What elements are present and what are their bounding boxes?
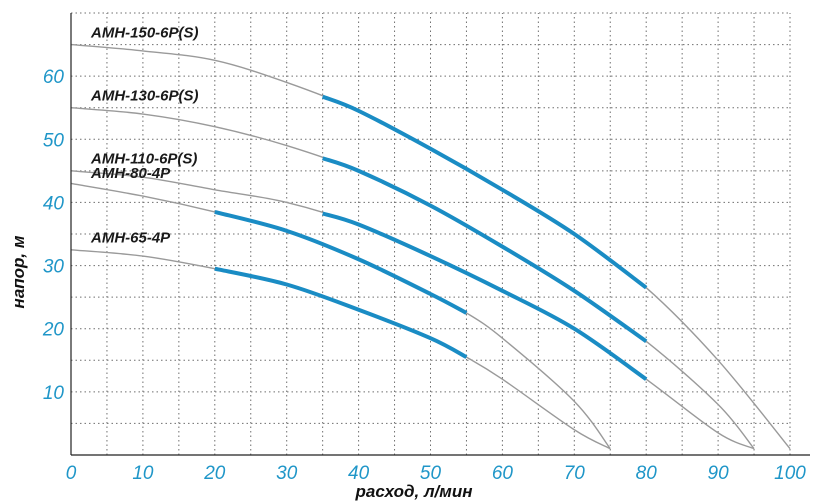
y-tick-label: 50 (43, 130, 65, 151)
x-tick-label: 20 (203, 463, 226, 484)
series-label-amh-150-6p-s: AMH-150-6P(S) (90, 24, 199, 41)
y-axis-title: напор, м (9, 235, 28, 308)
x-tick-label: 40 (348, 463, 370, 484)
series-label-amh-130-6p-s: AMH-130-6P(S) (90, 87, 199, 104)
y-tick-label: 60 (43, 67, 65, 88)
x-tick-label: 90 (708, 463, 730, 484)
x-tick-label: 10 (132, 463, 154, 484)
x-axis-title: расход, л/мин (355, 482, 473, 501)
x-tick-label: 30 (276, 463, 298, 484)
x-tick-label: 70 (564, 463, 586, 484)
curve-amh-110-6p-s (71, 171, 754, 449)
y-tick-label: 40 (43, 193, 65, 214)
x-tick-label: 50 (420, 463, 442, 484)
x-tick-label: 0 (66, 463, 77, 484)
operating-range-amh-65-4p (215, 269, 467, 357)
operating-range-amh-150-6p-s (323, 97, 647, 288)
y-tick-label: 10 (43, 383, 65, 404)
curve-amh-65-4p (71, 250, 610, 449)
x-tick-label: 100 (774, 463, 806, 484)
y-tick-label: 30 (43, 257, 65, 278)
grid (71, 13, 790, 455)
x-tick-labels: 0 10 20 30 40 50 60 70 80 90 100 (66, 463, 807, 484)
series-labels: AMH-150-6P(S)AMH-130-6P(S)AMH-110-6P(S)A… (90, 24, 199, 246)
series-label-amh-65-4p: AMH-65-4P (90, 230, 171, 247)
series-label-amh-80-4p: AMH-80-4P (90, 165, 171, 182)
x-tick-label: 80 (636, 463, 658, 484)
x-tick-label: 60 (492, 463, 514, 484)
y-tick-labels: 10 20 30 40 50 60 (42, 67, 65, 404)
curve-amh-80-4p (71, 183, 610, 448)
y-tick-label: 20 (42, 320, 65, 341)
operating-range-amh-80-4p (215, 212, 467, 313)
